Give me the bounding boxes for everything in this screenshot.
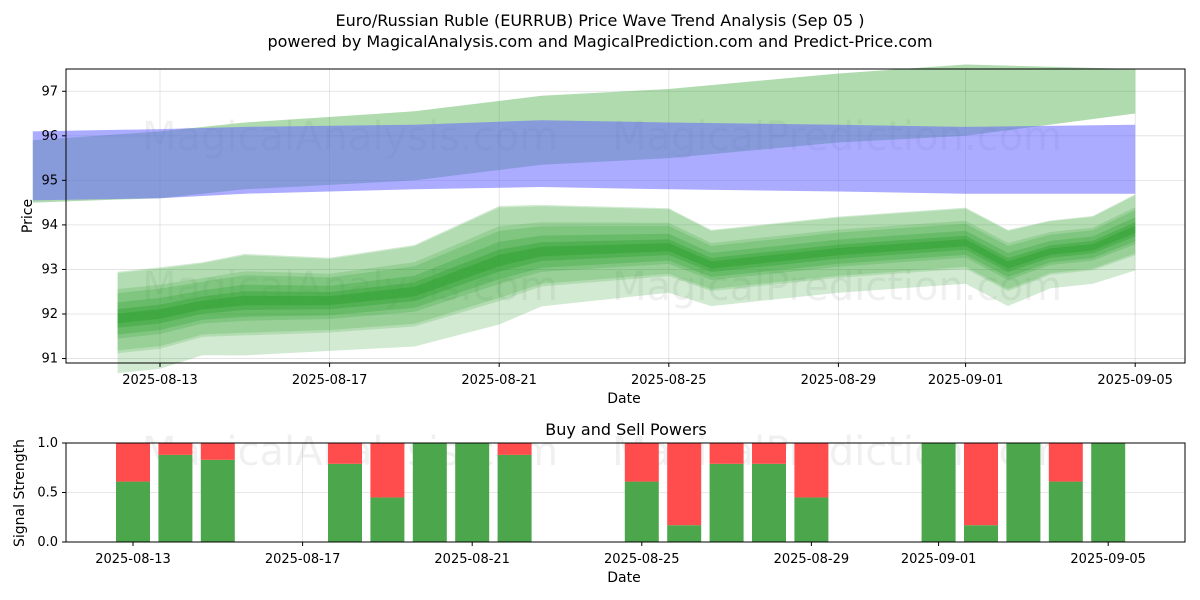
signal-x-ticks: 2025-08-13 2025-08-17 2025-08-21 2025-08-25…	[95, 542, 1146, 567]
buy-bar	[328, 463, 362, 542]
signal-panel: Buy and Sell Powers MagicalAnalysis.com …	[12, 420, 1186, 586]
buy-bar	[1048, 481, 1083, 542]
buy-bar	[200, 459, 235, 542]
sell-bar	[158, 443, 193, 455]
price-plot-area	[66, 69, 1185, 363]
green-wave-layer	[117, 210, 1136, 339]
green-wave-layer	[117, 225, 1136, 324]
sell-bar	[752, 443, 786, 464]
signal-x-tick-label: 2025-08-13	[95, 552, 171, 567]
watermark-prediction-2: MagicalPrediction.com	[612, 264, 1062, 310]
signal-y-tick-label: 0.5	[37, 486, 58, 501]
buy-bar	[497, 454, 532, 542]
chart-title: Euro/Russian Ruble (EURRUB) Price Wave T…	[336, 11, 865, 30]
signal-y-ticks: 0.0 0.5 1.0	[37, 436, 66, 550]
price-x-tick-label: 2025-08-29	[801, 373, 877, 388]
price-bands	[32, 64, 1136, 374]
sell-bar	[794, 443, 829, 498]
price-x-tick-label: 2025-08-13	[122, 373, 198, 388]
watermark-analysis-2: MagicalAnalysis.com	[142, 264, 558, 310]
price-x-ticks: 2025-08-13 2025-08-17 2025-08-21 2025-08-25…	[122, 363, 1173, 388]
signal-y-tick-label: 1.0	[37, 436, 58, 451]
price-panel: MagicalAnalysis.com MagicalPrediction.co…	[20, 64, 1186, 407]
buy-bar	[370, 497, 405, 542]
price-y-ticks: 91 92 93 94 95 96 97	[41, 84, 66, 367]
green-wave-layer	[117, 207, 1136, 351]
sell-bar	[964, 443, 998, 526]
sell-bar	[667, 443, 702, 526]
buy-bar	[921, 443, 956, 542]
signal-bars	[116, 443, 1126, 542]
signal-x-tick-label: 2025-08-21	[434, 552, 510, 567]
price-y-tick-label: 95	[41, 173, 58, 188]
sell-bar	[116, 443, 150, 482]
chart-subtitle: powered by MagicalAnalysis.com and Magic…	[267, 32, 932, 51]
sell-bar	[200, 443, 235, 460]
signal-y-label: Signal Strength	[12, 439, 28, 547]
buy-bar	[667, 525, 702, 542]
signal-title: Buy and Sell Powers	[545, 420, 707, 439]
buy-bar	[709, 463, 744, 542]
buy-bar	[455, 443, 490, 542]
green-wave-layer	[117, 195, 1136, 354]
signal-y-tick-label: 0.0	[37, 535, 58, 550]
buy-bar	[624, 481, 659, 542]
blue-band	[32, 120, 1136, 201]
price-y-tick-label: 96	[41, 129, 58, 144]
sell-bar	[497, 443, 532, 455]
price-x-tick-label: 2025-09-01	[928, 373, 1004, 388]
sell-bar	[328, 443, 362, 464]
signal-x-tick-label: 2025-08-17	[265, 552, 341, 567]
green-wave-layer	[117, 222, 1136, 328]
buy-bar	[158, 454, 193, 542]
sell-bar	[1048, 443, 1083, 482]
price-y-tick-label: 92	[41, 307, 58, 322]
green-wave-layer	[117, 194, 1136, 374]
buy-bar	[964, 525, 998, 542]
signal-x-tick-label: 2025-08-25	[604, 552, 680, 567]
price-y-tick-label: 93	[41, 262, 58, 277]
price-x-tick-label: 2025-08-25	[631, 373, 707, 388]
buy-bar	[794, 497, 829, 542]
buy-bar	[412, 443, 447, 542]
price-x-tick-label: 2025-08-17	[292, 373, 368, 388]
green-wave-layer	[117, 217, 1136, 335]
buy-bar	[116, 481, 150, 542]
sell-bar	[624, 443, 659, 482]
price-y-tick-label: 97	[41, 84, 58, 99]
price-plot-frame	[65, 68, 1186, 364]
price-x-tick-label: 2025-08-21	[461, 373, 537, 388]
sell-bar	[709, 443, 744, 464]
price-y-label: Price	[20, 199, 36, 233]
signal-x-tick-label: 2025-09-05	[1070, 552, 1146, 567]
price-grid	[66, 69, 1185, 363]
signal-x-tick-label: 2025-09-01	[901, 552, 977, 567]
price-x-tick-label: 2025-09-05	[1097, 373, 1173, 388]
buy-bar	[1006, 443, 1041, 542]
signal-x-tick-label: 2025-08-29	[774, 552, 850, 567]
buy-bar	[752, 463, 786, 542]
signal-x-label: Date	[607, 570, 640, 586]
sell-bar	[370, 443, 405, 498]
buy-bar	[1091, 443, 1126, 542]
price-y-tick-label: 94	[41, 218, 58, 233]
price-x-label: Date	[607, 391, 640, 407]
price-y-tick-label: 91	[41, 352, 58, 367]
